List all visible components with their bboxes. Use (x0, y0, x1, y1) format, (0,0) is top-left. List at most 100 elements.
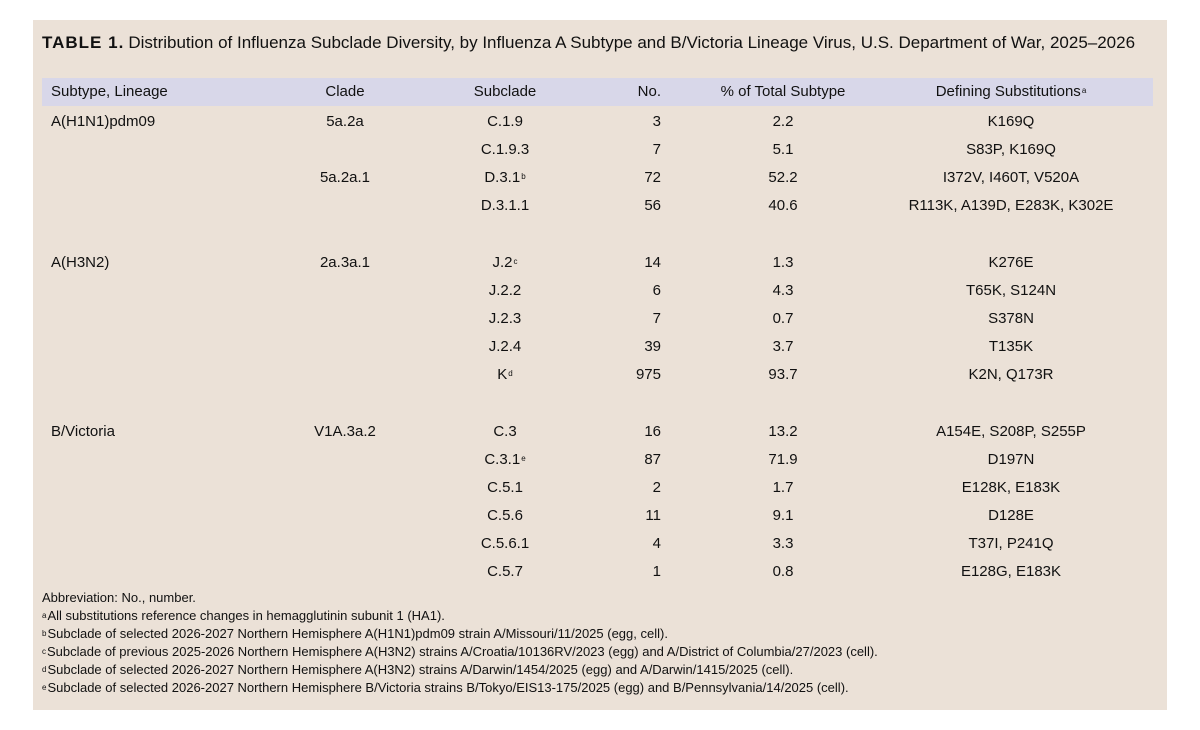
footnote-mark: d (42, 665, 47, 674)
footnote-text: Subclade of previous 2025-2026 Northern … (47, 644, 878, 659)
header-subclade: Subclade (473, 83, 537, 100)
header-substitutions-mark: a (1081, 86, 1087, 95)
cell-subclade: D.3.1b (445, 168, 565, 188)
cell-substitutions: A154E, S208P, S255P (871, 422, 1151, 442)
subclade-footnote-mark: e (521, 454, 526, 463)
footnote: eSubclade of selected 2026-2027 Northern… (42, 679, 1162, 697)
cell-substitutions-text: T135K (988, 338, 1034, 355)
cell-subclade-text: C.5.6.1 (480, 535, 530, 552)
cell-substitutions-text: T37I, P241Q (968, 535, 1054, 552)
cell-subclade-text: K (497, 366, 508, 383)
cell-pct-text: 93.7 (768, 366, 798, 383)
cell-substitutions-text: E128K, E183K (961, 479, 1061, 496)
subclade-footnote-mark: b (521, 172, 526, 181)
cell-substitutions-text: K2N, Q173R (968, 366, 1054, 383)
cell-substitutions: S83P, K169Q (871, 140, 1151, 160)
cell-subclade: J.2.3 (445, 309, 565, 329)
cell-substitutions: K276E (871, 253, 1151, 273)
cell-no-text: 2 (652, 479, 661, 496)
footnote-mark: b (42, 629, 47, 638)
cell-pct: 52.2 (693, 168, 873, 188)
cell-substitutions: K169Q (871, 112, 1151, 132)
cell-subtype-text: A(H1N1)pdm09 (51, 113, 156, 130)
cell-no-text: 11 (645, 507, 661, 524)
footnote-text: Subclade of selected 2026-2027 Northern … (47, 680, 849, 695)
cell-pct-text: 40.6 (768, 197, 798, 214)
cell-no: 39 (601, 337, 661, 357)
cell-pct: 13.2 (693, 422, 873, 442)
cell-subclade-text: C.5.1 (487, 479, 523, 496)
cell-no: 2 (601, 478, 661, 498)
cell-pct-text: 9.1 (772, 507, 794, 524)
cell-pct-text: 71.9 (768, 451, 798, 468)
cell-subclade: J.2.2 (445, 281, 565, 301)
footnote-mark: c (42, 647, 46, 656)
cell-pct-text: 5.1 (772, 141, 794, 158)
cell-substitutions: D128E (871, 506, 1151, 526)
cell-no-text: 87 (644, 451, 661, 468)
cell-pct-text: 4.3 (772, 282, 794, 299)
subclade-footnote-mark: c (513, 257, 518, 266)
header-substitutions: Defining Substitutionsa (871, 82, 1151, 102)
cell-subclade-text: C.3.1 (484, 451, 521, 468)
cell-pct: 1.7 (693, 478, 873, 498)
cell-subclade-text: C.5.7 (487, 563, 523, 580)
cell-subclade-text: J.2.4 (488, 338, 522, 355)
cell-pct-text: 52.2 (768, 169, 798, 186)
cell-subtype: B/Victoria (51, 422, 115, 442)
cell-subclade: C.5.6.1 (445, 534, 565, 554)
cell-no-text: 39 (644, 338, 661, 355)
cell-no-text: 7 (652, 310, 661, 327)
cell-pct: 40.6 (693, 196, 873, 216)
cell-no-text: 72 (644, 169, 661, 186)
footnote: Abbreviation: No., number. (42, 589, 1162, 607)
cell-subclade: C.5.7 (445, 562, 565, 582)
table-footnotes: Abbreviation: No., number. aAll substitut… (42, 589, 1162, 697)
cell-clade: 5a.2a.1 (285, 168, 405, 188)
cell-substitutions-text: D128E (988, 507, 1034, 524)
cell-pct-text: 1.3 (772, 254, 794, 271)
cell-substitutions: R113K, A139D, E283K, K302E (871, 196, 1151, 216)
cell-subclade-text: C.5.6 (487, 507, 523, 524)
cell-subclade: C.5.1 (445, 478, 565, 498)
cell-substitutions-text: I372V, I460T, V520A (942, 169, 1080, 186)
cell-no: 4 (601, 534, 661, 554)
cell-substitutions: I372V, I460T, V520A (871, 168, 1151, 188)
footnote-mark: a (42, 611, 47, 620)
cell-substitutions-text: R113K, A139D, E283K, K302E (908, 197, 1114, 214)
cell-no-text: 1 (652, 563, 661, 580)
cell-no: 975 (601, 365, 661, 385)
cell-substitutions: T37I, P241Q (871, 534, 1151, 554)
cell-subclade: C.5.6 (445, 506, 565, 526)
cell-substitutions-text: S378N (988, 310, 1034, 327)
cell-no: 6 (601, 281, 661, 301)
cell-subclade: C.3 (445, 422, 565, 442)
cell-no-text: 14 (644, 254, 661, 271)
cell-subclade-text: J.2.3 (488, 310, 522, 327)
cell-substitutions: D197N (871, 450, 1151, 470)
header-clade: Clade (325, 83, 365, 100)
cell-subclade: C.1.9.3 (445, 140, 565, 160)
cell-subclade: J.2.4 (445, 337, 565, 357)
cell-pct: 0.8 (693, 562, 873, 582)
cell-subclade-text: C.1.9.3 (480, 141, 530, 158)
cell-no-text: 975 (635, 366, 661, 383)
table-panel: TABLE 1. Distribution of Influenza Subcla… (33, 20, 1167, 710)
cell-no-text: 4 (652, 535, 661, 552)
cell-subclade: Kd (445, 365, 565, 385)
header-no: No. (637, 83, 661, 100)
cell-pct: 1.3 (693, 253, 873, 273)
cell-no-text: 16 (644, 423, 661, 440)
cell-no: 7 (601, 140, 661, 160)
cell-subclade-text: D.3.1.1 (480, 197, 530, 214)
cell-clade: V1A.3a.2 (285, 422, 405, 442)
footnote-text: All substitutions reference changes in h… (47, 608, 445, 623)
cell-substitutions-text: A154E, S208P, S255P (936, 423, 1086, 440)
footnote-text: Subclade of selected 2026-2027 Northern … (47, 626, 668, 641)
cell-pct-text: 0.8 (772, 563, 794, 580)
cell-subclade-text: C.1.9 (487, 113, 523, 130)
footnote-text: Abbreviation: No., number. (42, 590, 196, 605)
cell-clade-text: V1A.3a.2 (314, 423, 376, 440)
cell-no: 14 (601, 253, 661, 273)
cell-pct: 2.2 (693, 112, 873, 132)
